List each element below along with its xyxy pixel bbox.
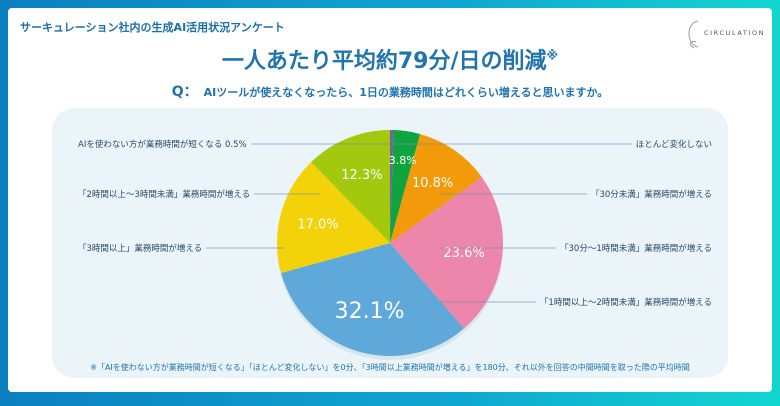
- question-text: AIツールが使えなくなったら、1日の業務時間はどれくらい増えると思いますか。: [203, 86, 609, 99]
- slice-category-label: AIを使わない方が業務時間が短くなる 0.5%: [78, 140, 247, 150]
- slide-card: サーキュレーション社内の生成AI活用状況アンケート CIRCULATION 一人…: [8, 8, 772, 392]
- slice-category-label: 「3時間以上」業務時間が増える: [78, 244, 203, 254]
- slice-value-label: 10.8%: [412, 176, 453, 191]
- footnote: ※「AIを使わない方が業務時間が短くなる」「ほとんど変化しない」を0分、「3時間…: [90, 363, 690, 372]
- survey-title: サーキュレーション社内の生成AI活用状況アンケート: [20, 21, 285, 34]
- circulation-logo: CIRCULATION: [684, 18, 774, 50]
- slice-value-label: 17.0%: [297, 217, 338, 232]
- pie-slice: [277, 162, 390, 273]
- pie-slice: [311, 130, 390, 243]
- slice-value-label: 3.8%: [389, 154, 417, 167]
- slice-category-label: 「1時間以上〜2時間未満」業務時間が増える: [539, 298, 712, 308]
- slice-category-label: 「30分〜1時間未満」業務時間が増える: [560, 244, 712, 254]
- pie-slice: [390, 130, 421, 243]
- logo-swirl-icon: [688, 20, 699, 49]
- pie-slice: [390, 130, 394, 243]
- slice-category-label: ほとんど変化しない: [635, 140, 712, 150]
- question-mark: Q：: [171, 84, 198, 100]
- slice-value-label: 32.1%: [335, 299, 405, 324]
- question: Q： AIツールが使えなくなったら、1日の業務時間はどれくらい増えると思いますか。: [8, 81, 772, 101]
- slice-category-label: 「30分未満」業務時間が増える: [590, 190, 712, 200]
- pie-slice: [390, 134, 482, 243]
- slice-category-label: 「2時間以上〜3時間未満」業務時間が増える: [78, 190, 251, 200]
- headline-text: 一人あたり平均約79分/日の削減: [221, 49, 547, 74]
- headline-note-mark: ※: [546, 48, 559, 63]
- pie-slice: [390, 177, 503, 329]
- pie-slice: [281, 243, 464, 356]
- slice-value-label: 12.3%: [341, 168, 382, 183]
- pie-chart: 3.8% 10.8% 23.6% 32.1% 17.0% 12.3%: [206, 130, 632, 360]
- logo-text: CIRCULATION: [704, 29, 766, 37]
- slice-value-label: 23.6%: [443, 246, 484, 261]
- page-title: 一人あたり平均約79分/日の削減※: [8, 43, 772, 75]
